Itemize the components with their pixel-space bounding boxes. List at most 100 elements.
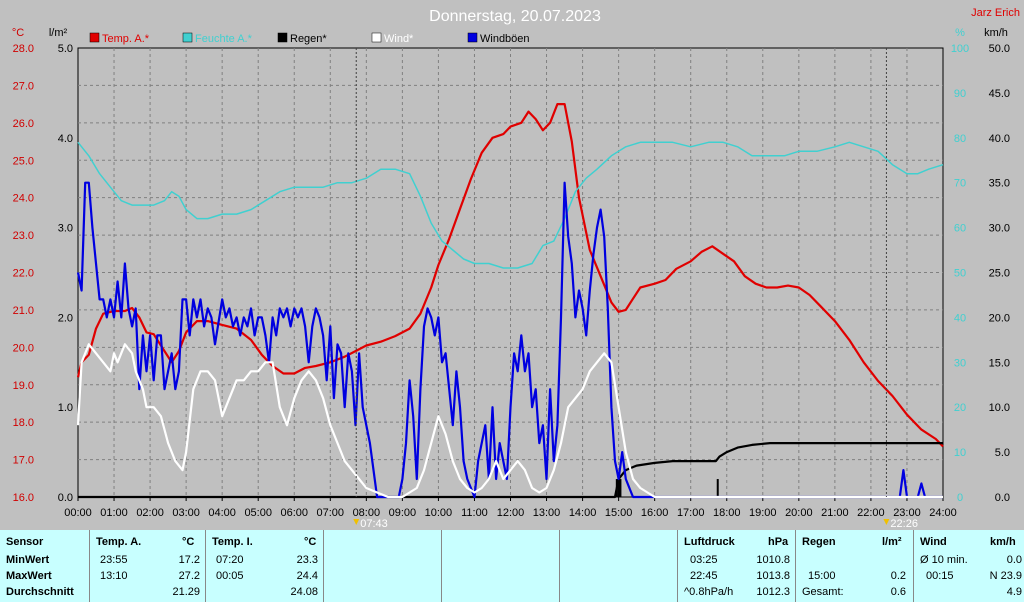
wind-tick-label: 25.0 xyxy=(989,268,1010,280)
stats-row-avg: Durchschnitt xyxy=(6,586,74,598)
stats-wind-max-time: 00:15 xyxy=(926,570,954,582)
humidity-tick-label: 100 xyxy=(951,43,969,55)
x-tick-label: 20:00 xyxy=(785,507,813,519)
wind-tick-label: 20.0 xyxy=(989,312,1010,324)
rain-tick-label: 0.0 xyxy=(58,492,73,504)
author-label: Jarz Erich xyxy=(971,7,1020,19)
temp-tick-label: 24.0 xyxy=(13,193,34,205)
stats-temp-a-max-time: 13:10 xyxy=(100,570,128,582)
stats-wind-avg-val: 0.0 xyxy=(1006,554,1022,566)
humidity-tick-label: 60 xyxy=(954,223,966,235)
temp-tick-label: 23.0 xyxy=(13,230,34,242)
stats-temp-a-block: Temp. A. °C 23:55 17.2 13:10 27.2 21.29 xyxy=(90,530,206,602)
x-tick-label: 23:00 xyxy=(893,507,921,519)
x-tick-label: 12:00 xyxy=(497,507,525,519)
rain-tick-label: 3.0 xyxy=(58,223,73,235)
stats-temp-a-unit: °C xyxy=(182,536,195,548)
stats-pressure-max-time: 22:45 xyxy=(690,570,718,582)
temp-tick-label: 26.0 xyxy=(13,118,34,130)
x-tick-label: 16:00 xyxy=(641,507,669,519)
x-tick-label: 14:00 xyxy=(569,507,597,519)
stats-temp-i-min-val: 23.3 xyxy=(296,554,318,566)
stats-panel: Sensor MinWert MaxWert Durchschnitt Temp… xyxy=(0,530,1024,602)
axes: 16.0 17.0 18.0 19.0 20.0 21.0 22.0 23.0 24.0 25.0… xyxy=(13,43,1010,519)
legend: Temp. A.* Feuchte A.* Regen* Wind* Windböen xyxy=(89,32,530,45)
x-tick-label: 09:00 xyxy=(389,507,417,519)
series-windben-line xyxy=(76,181,943,499)
temp-tick-label: 25.0 xyxy=(13,155,34,167)
series-lines xyxy=(76,103,944,499)
temp-tick-label: 17.0 xyxy=(13,455,34,467)
x-tick-label: 19:00 xyxy=(749,507,777,519)
stats-temp-a-min-time: 23:55 xyxy=(100,554,128,566)
x-tick-label: 00:00 xyxy=(64,507,92,519)
temp-tick-label: 20.0 xyxy=(13,342,34,354)
wind-tick-label: 0.0 xyxy=(995,492,1010,504)
stats-sensor-block: Sensor MinWert MaxWert Durchschnitt xyxy=(0,530,90,602)
stats-wind-header: Wind xyxy=(920,536,947,548)
humidity-tick-label: 20 xyxy=(954,402,966,414)
legend-swatch xyxy=(371,32,382,43)
humidity-unit-label: % xyxy=(955,27,965,39)
series-feuchtea-line xyxy=(77,141,944,269)
wind-tick-label: 35.0 xyxy=(989,178,1010,190)
sun-markers: 07:43 22:26 xyxy=(353,48,918,530)
temp-tick-label: 27.0 xyxy=(13,80,34,92)
temp-tick-label: 18.0 xyxy=(13,417,34,429)
rain-tick-label: 4.0 xyxy=(58,133,73,145)
wind-tick-label: 5.0 xyxy=(995,447,1010,459)
stats-pressure-max-val: 1013.8 xyxy=(756,570,790,582)
humidity-tick-label: 50 xyxy=(954,268,966,280)
wind-tick-label: 10.0 xyxy=(989,402,1010,414)
x-tick-label: 18:00 xyxy=(713,507,741,519)
sun-marker-icon xyxy=(883,519,890,525)
stats-pressure-min-val: 1010.8 xyxy=(756,554,790,566)
legend-swatch xyxy=(467,32,478,43)
wind-unit-label: km/h xyxy=(984,27,1008,39)
x-tick-label: 02:00 xyxy=(136,507,164,519)
legend-label: Regen* xyxy=(290,33,327,45)
temp-unit-label: °C xyxy=(12,27,24,39)
rain-tick-label: 1.0 xyxy=(58,402,73,414)
stats-temp-i-max-val: 24.4 xyxy=(296,570,318,582)
legend-label: Feuchte A.* xyxy=(195,33,253,45)
x-tick-label: 05:00 xyxy=(244,507,272,519)
stats-wind-avg-label: Ø 10 min. xyxy=(920,554,968,566)
stats-temp-i-avg: 24.08 xyxy=(290,586,318,598)
humidity-tick-label: 0 xyxy=(957,492,963,504)
stats-temp-i-unit: °C xyxy=(304,536,317,548)
humidity-tick-label: 10 xyxy=(954,447,966,459)
series-tempa-line xyxy=(76,103,944,448)
temp-tick-label: 28.0 xyxy=(13,43,34,55)
x-tick-label: 21:00 xyxy=(821,507,849,519)
stats-pressure-trend: ^0.8hPa/h xyxy=(684,586,734,598)
chart-title: Donnerstag, 20.07.2023 xyxy=(429,8,601,25)
stats-rain-unit: l/m² xyxy=(882,536,902,548)
x-tick-label: 07:00 xyxy=(317,507,345,519)
x-tick-label: 11:00 xyxy=(461,507,488,519)
stats-wind-day-avg: 4.9 xyxy=(1006,586,1022,598)
stats-temp-i-max-time: 00:05 xyxy=(216,570,244,582)
stats-pressure-avg: 1012.3 xyxy=(756,586,790,598)
humidity-tick-label: 70 xyxy=(954,178,966,190)
stats-temp-a-header: Temp. A. xyxy=(96,536,142,548)
legend-swatch xyxy=(89,32,100,43)
rain-tick-label: 5.0 xyxy=(58,43,73,55)
humidity-tick-label: 30 xyxy=(954,357,966,369)
stats-rain-block: Regen l/m² 15:00 0.2 Gesamt: 0.6 xyxy=(796,530,914,602)
stats-pressure-unit: hPa xyxy=(768,536,789,548)
humidity-tick-label: 90 xyxy=(954,88,966,100)
legend-label: Windböen xyxy=(480,33,530,45)
stats-empty-block-3 xyxy=(560,530,678,602)
temp-tick-label: 22.0 xyxy=(13,268,34,280)
wind-tick-label: 40.0 xyxy=(989,133,1010,145)
stats-sensor-header: Sensor xyxy=(6,536,44,548)
x-tick-label: 13:00 xyxy=(533,507,561,519)
x-tick-label: 10:00 xyxy=(425,507,453,519)
series-wind-line xyxy=(76,343,943,499)
wind-tick-label: 30.0 xyxy=(989,223,1010,235)
wind-tick-label: 15.0 xyxy=(989,357,1010,369)
stats-rain-total: 0.6 xyxy=(890,586,906,598)
wind-tick-label: 45.0 xyxy=(989,88,1010,100)
legend-label: Temp. A.* xyxy=(102,33,150,45)
